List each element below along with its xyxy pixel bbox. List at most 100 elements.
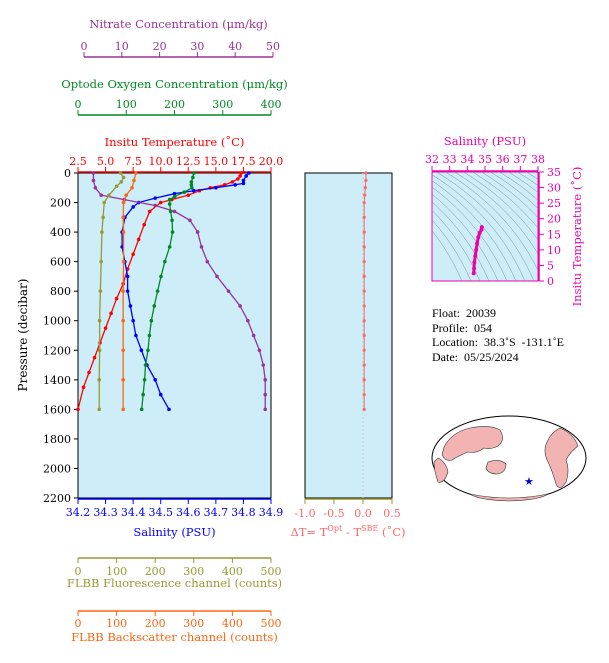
fluorescence-tick-label: 200 xyxy=(145,565,166,578)
dt-point xyxy=(362,200,366,205)
fluorescence-point xyxy=(119,180,124,184)
ts-point xyxy=(471,271,476,276)
ts-point xyxy=(477,230,482,235)
ts-y-tick-label: 35 xyxy=(547,166,561,179)
temperature-tick-label: 7.5 xyxy=(124,155,142,168)
temperature-point xyxy=(109,311,113,316)
y-tick-label: 400 xyxy=(50,226,71,239)
salinity-tick-label: 34.6 xyxy=(176,506,201,519)
salinity-point xyxy=(134,333,138,338)
temperature-point xyxy=(76,407,80,412)
ts-y-axis-label: Insitu Temperature (˚C) xyxy=(570,167,584,307)
density-contour xyxy=(432,210,481,281)
salinity-tick-label: 34.7 xyxy=(204,506,229,519)
y-tick-label: 1800 xyxy=(43,433,71,446)
nitrate-point xyxy=(238,304,242,308)
nitrate-point xyxy=(153,203,157,208)
oxygen-point xyxy=(139,407,144,412)
ts-y-tick-label: 0 xyxy=(547,275,554,288)
oxygen-point xyxy=(190,185,194,190)
dt-point xyxy=(362,230,366,234)
ts-point xyxy=(473,254,478,259)
dt-point xyxy=(362,304,366,308)
ts-point xyxy=(475,241,480,246)
dt-point xyxy=(364,171,368,175)
density-contour xyxy=(498,172,538,201)
density-contour xyxy=(432,201,490,281)
oxygen-tick-label: 300 xyxy=(212,98,233,111)
float-id: Float: 20039 xyxy=(432,306,497,320)
ts-title: Salinity (PSU) xyxy=(444,134,526,148)
temperature-point xyxy=(81,385,86,390)
y-tick-label: 2000 xyxy=(43,462,71,475)
temperature-tick-label: 17.5 xyxy=(231,155,256,168)
oxygen-tick-label: 0 xyxy=(75,98,82,111)
fluorescence-tick-label: 100 xyxy=(106,565,127,578)
dt-tick-label: -0.5 xyxy=(323,507,344,520)
fluorescence-point xyxy=(114,184,119,189)
ts-x-tick-label: 36 xyxy=(496,153,510,166)
y-tick-label: 1200 xyxy=(43,344,71,357)
ts-point xyxy=(472,260,477,265)
density-contour xyxy=(432,174,526,281)
backscatter-tick-label: 0 xyxy=(75,617,82,630)
temperature-point xyxy=(236,177,240,181)
backscatter-point xyxy=(121,318,125,323)
salinity-point xyxy=(244,174,248,178)
oxygen-point xyxy=(167,245,172,249)
oxygen-point xyxy=(141,392,145,397)
fluorescence-point xyxy=(107,193,111,197)
density-contour xyxy=(489,172,538,209)
temperature-point xyxy=(131,252,135,257)
nitrate-point xyxy=(172,209,177,214)
nitrate-tick-label: 10 xyxy=(115,40,129,53)
salinity-point xyxy=(125,289,130,293)
nitrate-point xyxy=(246,318,250,323)
ts-point xyxy=(476,235,481,240)
fluorescence-point xyxy=(101,215,105,220)
temperature-point xyxy=(142,222,146,227)
nitrate-point xyxy=(263,392,268,397)
oxygen-point xyxy=(143,363,148,367)
oxygen-point xyxy=(146,348,150,353)
ts-y-tick-label: 15 xyxy=(547,228,561,241)
backscatter-point xyxy=(121,200,126,205)
fluorescence-tick-label: 0 xyxy=(75,565,82,578)
temperature-tick-label: 5.0 xyxy=(97,155,115,168)
dt-tick-label: 0.0 xyxy=(354,507,372,520)
dt-tick-label: 0.5 xyxy=(383,507,401,520)
salinity-tick-label: 34.9 xyxy=(259,506,284,519)
fluorescence-point xyxy=(97,407,102,412)
dt-point xyxy=(362,274,366,279)
salinity-point xyxy=(233,183,237,187)
ts-x-tick-label: 38 xyxy=(531,153,545,166)
float-info: Float: 20039 Profile: 054 Location: 38.3… xyxy=(432,306,564,364)
nitrate-tick-label: 40 xyxy=(228,40,242,53)
fluorescence-point xyxy=(99,259,103,264)
density-contour xyxy=(453,172,538,255)
salinity-tick-label: 34.5 xyxy=(148,506,173,519)
temperature-tick-label: 15.0 xyxy=(204,155,229,168)
density-contour xyxy=(480,172,538,219)
density-contour xyxy=(432,180,517,281)
salinity-point xyxy=(128,304,133,308)
salinity-point xyxy=(192,188,196,193)
temperature-point xyxy=(114,296,119,301)
ts-y-tick-label: 5 xyxy=(547,259,554,272)
delta-t-plot-area xyxy=(304,172,393,499)
salinity-point xyxy=(131,318,135,323)
backscatter-point xyxy=(121,215,125,220)
backscatter-point xyxy=(121,407,125,412)
y-tick-label: 1000 xyxy=(43,315,71,328)
salinity-point xyxy=(167,407,171,412)
fluorescence-tick-label: 300 xyxy=(183,565,204,578)
oxygen-point xyxy=(170,218,174,223)
main-plot-area xyxy=(77,172,272,499)
temperature-point xyxy=(87,370,91,375)
density-contour xyxy=(507,172,538,193)
density-contour xyxy=(432,186,508,281)
backscatter-point xyxy=(121,348,125,353)
dt-point xyxy=(362,407,366,411)
dt-point xyxy=(362,333,366,338)
